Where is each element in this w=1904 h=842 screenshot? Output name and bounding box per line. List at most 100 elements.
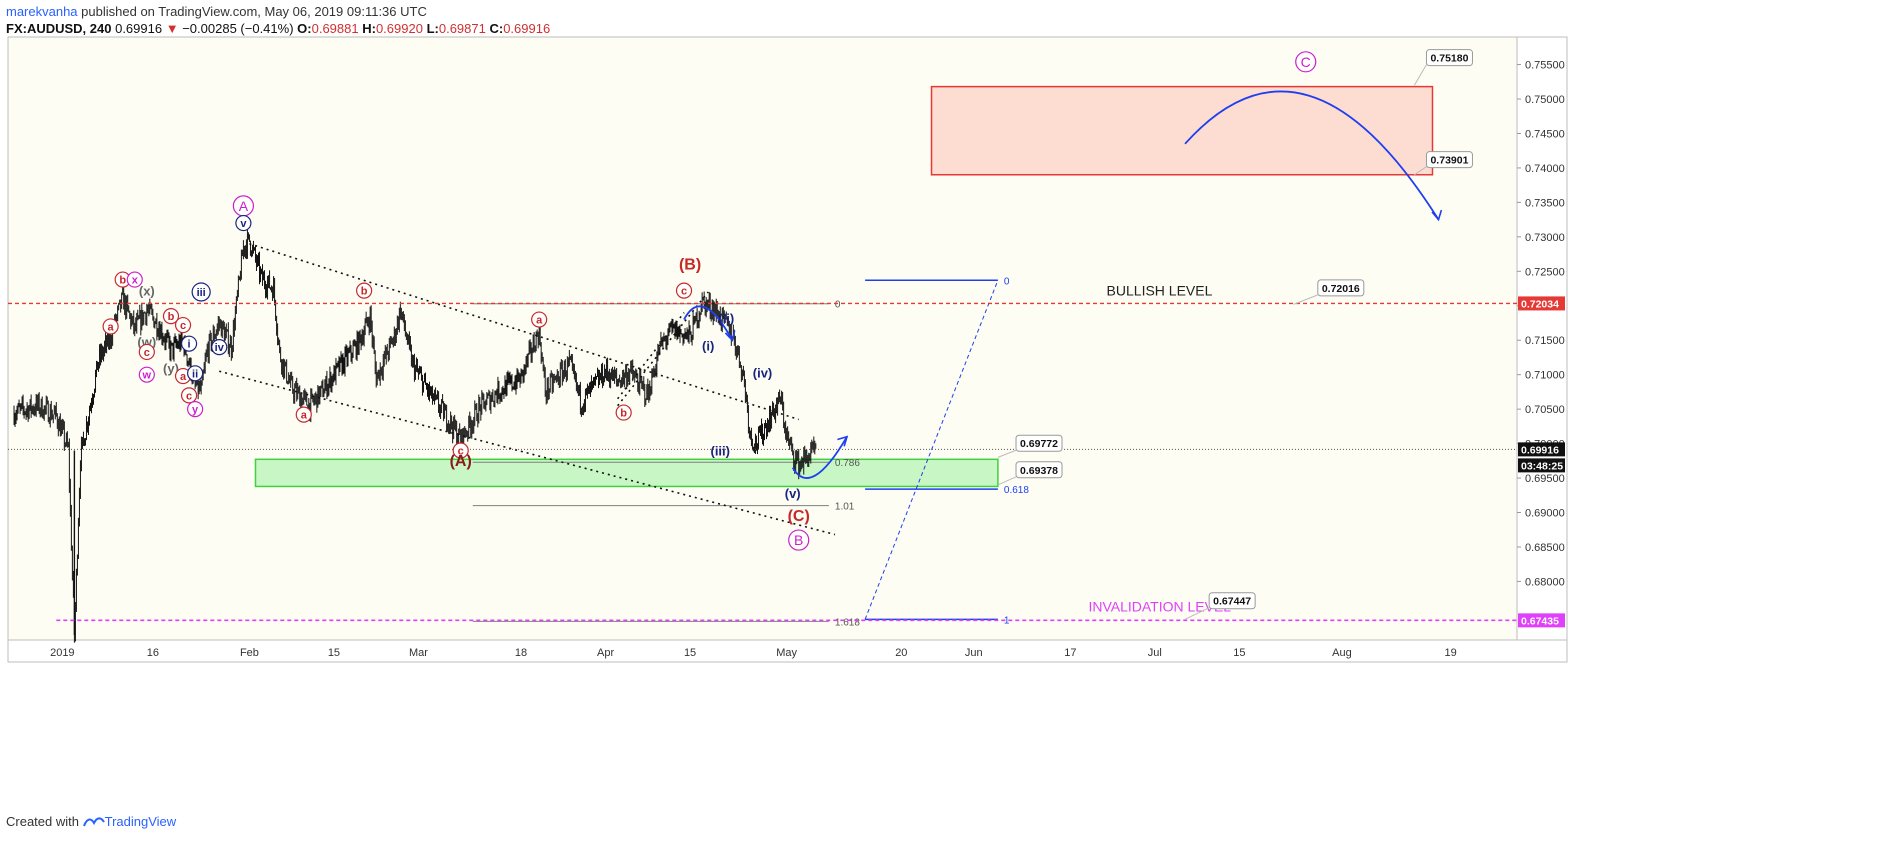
publish-info: marekvanha published on TradingView.com,… (6, 4, 427, 19)
price-scale (1516, 36, 1568, 641)
y-tick-label: 0.69500 (1525, 473, 1565, 485)
x-tick-label: Feb (240, 647, 259, 659)
y-tick-label: 0.74500 (1525, 128, 1565, 140)
close-value: 0.69916 (503, 21, 551, 36)
wave-label: b (361, 286, 368, 298)
support-top-callout: 0.69772 (1020, 438, 1058, 450)
wave-label: i (188, 339, 191, 351)
open-label: O: (297, 21, 312, 36)
target-bottom-callout-pointer (1414, 166, 1427, 176)
wave-label: b (620, 408, 627, 420)
fib-extension-label: 0.618 (1004, 485, 1029, 496)
support-bottom-callout-pointer (997, 476, 1017, 486)
y-tick-label: 0.70500 (1525, 404, 1565, 416)
tradingview-link[interactable]: TradingView (104, 814, 177, 829)
wave-v-bounce-arrowhead (837, 435, 849, 447)
wave-label: x (132, 275, 139, 287)
wave-label: C (1301, 54, 1311, 70)
symbol-name: FX:AUDUSD, 240 (6, 21, 112, 36)
target-top-callout-box (1425, 49, 1473, 67)
x-tick-label: May (776, 647, 797, 659)
wave-label-circle (788, 529, 810, 551)
wave-label-circle (356, 282, 373, 299)
wave-label-circle (138, 343, 155, 361)
invalidation-price-tag: 0.67435 (1521, 615, 1559, 627)
tradingview-logo-icon (82, 817, 105, 827)
support-top-callout-box (1015, 434, 1063, 452)
wave-label: a (180, 371, 187, 383)
bullish-price-tag-bg (1518, 296, 1565, 311)
x-tick-label: 15 (328, 647, 340, 659)
wave-label-circle (1295, 51, 1317, 73)
fib-extension-label: 0 (1004, 276, 1010, 287)
wave-label-circle (235, 214, 252, 232)
y-tick-label: 0.71500 (1525, 335, 1565, 347)
support-zone (254, 458, 999, 488)
invalidation-callout: 0.67447 (1213, 596, 1251, 608)
channel-upper-line (249, 242, 799, 421)
publish-date: published on TradingView.com, May 06, 20… (81, 4, 427, 19)
wave-label: b (119, 275, 126, 287)
bullish-callout-box (1317, 279, 1365, 297)
x-tick-label: 2019 (50, 647, 74, 659)
created-with-label: Created with (6, 814, 79, 829)
x-tick-label: Jul (1148, 647, 1162, 659)
wave-c-arch-arrowhead (1431, 209, 1443, 222)
wave-label-circle (531, 311, 548, 328)
wave-label: (A) (450, 453, 472, 470)
wave-label: c (180, 320, 186, 332)
wedge-lower-line (617, 291, 709, 407)
wave-label-circle (187, 401, 204, 418)
wave-label: a (536, 315, 543, 327)
wave-label-circle (675, 282, 693, 299)
wave-label-circle (180, 387, 198, 404)
wave-label: a (108, 321, 115, 333)
wave-ii-arrowhead (724, 330, 736, 342)
support-bottom-callout-box (1015, 461, 1063, 479)
wave-label: a (301, 410, 308, 422)
wave-v-bounce-arrow (791, 436, 848, 479)
x-tick-label: Apr (597, 647, 614, 659)
fib-retracement-label: 1.618 (835, 617, 860, 628)
fib-extension-trend (864, 280, 999, 620)
invalidation-level-label: INVALIDATION LEVEL (1088, 598, 1231, 614)
target-zone (930, 85, 1434, 176)
wave-label: y (192, 404, 199, 416)
wave-label: c (458, 445, 464, 457)
y-tick-label: 0.73500 (1525, 197, 1565, 209)
target-bottom-callout: 0.73901 (1430, 155, 1468, 167)
fib-retracement-label: 0 (835, 300, 841, 311)
open-value: 0.69881 (311, 21, 359, 36)
wave-label-circle (126, 271, 143, 288)
wave-label: v (240, 218, 247, 230)
y-tick-label: 0.72500 (1525, 266, 1565, 278)
fib-extension-label: 1 (1004, 615, 1010, 626)
y-tick-label: 0.75500 (1525, 60, 1565, 72)
wave-label-circle (138, 366, 155, 383)
y-tick-label: 0.74000 (1525, 163, 1565, 175)
author-link[interactable]: marekvanha (6, 4, 78, 19)
wave-label-circle (211, 339, 228, 356)
bullish-level-label: BULLISH LEVEL (1107, 282, 1213, 298)
wave-ii-arrow (683, 305, 734, 341)
wave-label: (B) (679, 256, 701, 273)
wave-label: ii (192, 368, 198, 380)
wave-label: c (144, 347, 150, 359)
bullish-price-tag: 0.72034 (1521, 298, 1559, 310)
wave-label: A (239, 198, 249, 214)
target-bottom-callout-box (1425, 151, 1473, 169)
x-tick-label: 15 (684, 647, 696, 659)
fib-retracement-label: 1.01 (835, 502, 855, 513)
wave-label: (y) (163, 361, 179, 376)
symbol-info: FX:AUDUSD, 240 0.69916 ▼ −0.00285 (−0.41… (6, 21, 550, 36)
wave-label: (i) (702, 339, 714, 354)
wave-label: (iv) (753, 366, 773, 381)
target-top-callout: 0.75180 (1430, 53, 1468, 65)
y-tick-label: 0.73000 (1525, 232, 1565, 244)
last-price-tag-bg (1518, 442, 1565, 457)
high-label: H: (362, 21, 376, 36)
wave-label-circle (295, 406, 312, 423)
channel-lower-line (219, 370, 836, 536)
